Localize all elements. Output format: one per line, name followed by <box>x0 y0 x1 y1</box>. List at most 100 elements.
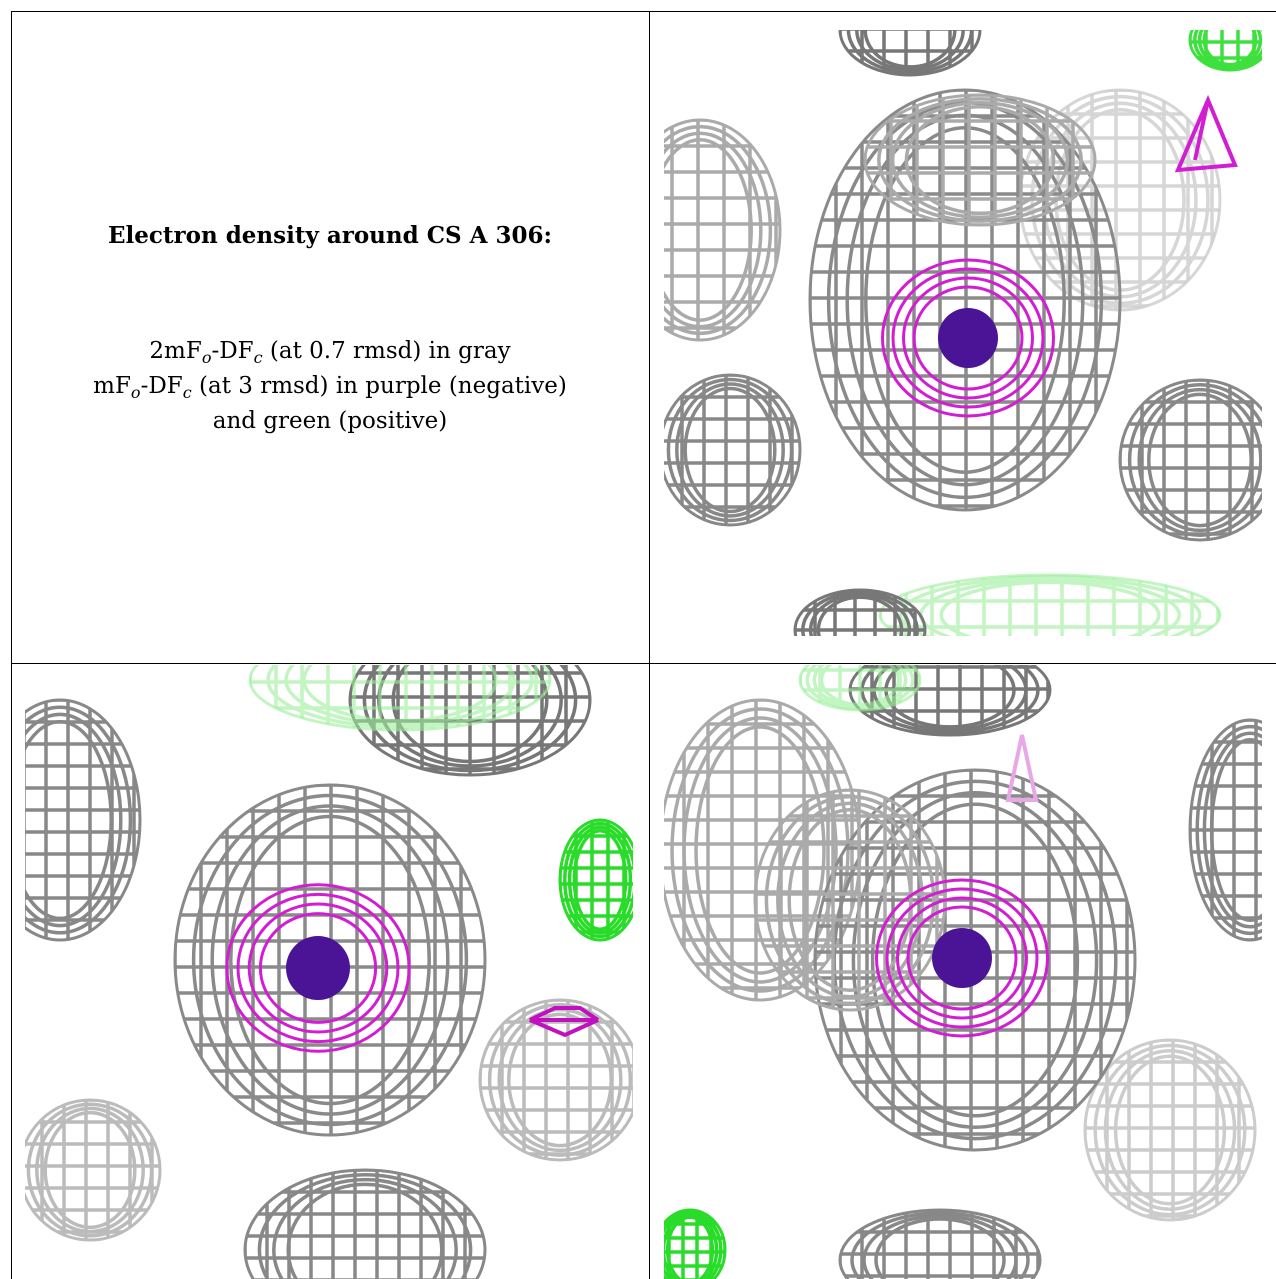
mesh-contour <box>664 124 773 336</box>
mesh-contour <box>284 665 516 726</box>
negative-contour <box>247 902 389 1034</box>
atom-sphere <box>932 928 992 988</box>
mesh-contour <box>1093 1043 1247 1217</box>
mesh-contour <box>1193 30 1262 70</box>
mesh-outline <box>793 588 927 636</box>
subscript: c <box>253 348 263 367</box>
text: -DF <box>211 338 254 364</box>
mesh-contour <box>816 595 904 636</box>
mesh-contour <box>694 725 826 975</box>
mesh-contour <box>683 386 777 514</box>
mesh-contour <box>1127 383 1262 537</box>
mesh-contour <box>812 665 908 709</box>
negative-contour <box>236 892 400 1044</box>
mesh-outline <box>664 698 862 1002</box>
mesh-contour <box>904 104 1056 216</box>
mesh-contour <box>801 590 919 636</box>
mesh-contour <box>1197 30 1262 69</box>
mesh-contour <box>682 716 838 984</box>
mesh-contour <box>1202 30 1258 67</box>
mesh <box>245 1170 485 1279</box>
mesh-outline <box>1188 718 1262 942</box>
mesh-outline <box>1083 1038 1257 1222</box>
atom-sphere <box>286 936 350 1000</box>
difference-peak <box>1174 94 1238 173</box>
mesh-contour <box>664 1210 723 1279</box>
negative-contour <box>906 905 1018 1011</box>
mesh-outline <box>478 998 633 1162</box>
negative-contour <box>891 267 1045 409</box>
negative-contour <box>258 912 378 1024</box>
mesh-contour <box>35 1106 145 1234</box>
mesh-outline <box>1188 30 1262 72</box>
mesh-outline <box>838 30 982 77</box>
negative-contour <box>885 887 1039 1029</box>
caption-title: Electron density around CS A 306: <box>107 222 552 249</box>
mesh <box>664 120 780 340</box>
text: mF <box>93 373 131 399</box>
mesh-contour <box>666 377 794 523</box>
mesh <box>1190 30 1262 70</box>
mesh-contour <box>1113 1054 1227 1206</box>
mesh <box>560 820 633 940</box>
mesh-contour <box>257 1173 473 1279</box>
mesh-contour <box>25 719 113 921</box>
mesh-contour <box>846 30 974 75</box>
text: (at 0.7 rmsd) in gray <box>262 338 511 364</box>
negative-contour <box>225 883 411 1053</box>
mesh-contour <box>487 1003 633 1157</box>
subscript: o <box>130 383 141 402</box>
mesh-contour <box>362 665 578 773</box>
mesh <box>800 665 920 710</box>
mesh-contour <box>665 1215 715 1279</box>
mesh-outline <box>664 373 802 527</box>
rendering-panel <box>25 665 633 1279</box>
legend-line: mFo-DFc (at 3 rmsd) in purple (negative) <box>12 369 648 404</box>
atom-sphere <box>938 308 998 368</box>
mesh-contour <box>1147 392 1253 528</box>
mesh <box>795 590 925 636</box>
negative-contour <box>881 258 1055 418</box>
mesh-contour <box>805 665 915 710</box>
mesh-contour <box>877 97 1083 223</box>
mesh <box>1190 720 1262 940</box>
negative-contour <box>912 285 1024 391</box>
mesh-contour <box>1195 724 1262 936</box>
mesh-contour <box>43 1110 137 1230</box>
mesh-outline <box>808 88 1122 512</box>
mesh-contour <box>1209 738 1262 922</box>
mesh-contour <box>851 791 1099 1129</box>
mesh-contour <box>229 814 431 1106</box>
mesh-contour <box>939 580 1161 636</box>
mesh-contour <box>845 113 1085 487</box>
mesh-contour <box>563 821 633 939</box>
mesh-outline <box>558 818 633 942</box>
mesh-contour <box>664 1213 719 1279</box>
mesh-outline <box>863 93 1097 227</box>
mesh-contour <box>191 793 469 1127</box>
mesh-contour <box>855 30 965 72</box>
mesh-outline <box>243 1168 487 1279</box>
mesh-contour <box>391 665 549 764</box>
mesh-contour <box>1103 1049 1237 1211</box>
rendering-panel <box>664 665 1262 1279</box>
mesh-contour <box>675 382 785 518</box>
mesh-contour <box>25 705 133 935</box>
mesh-contour <box>1202 731 1262 929</box>
text: 2mF <box>149 338 202 364</box>
mesh-contour <box>890 101 1070 219</box>
mesh-contour <box>210 804 450 1116</box>
mesh-outline <box>173 783 487 1137</box>
negative-contour <box>896 896 1028 1020</box>
negative-contour <box>902 276 1034 400</box>
mesh <box>25 700 140 940</box>
mesh-contour <box>266 665 534 729</box>
mesh-contour <box>764 794 936 1006</box>
subscript: c <box>182 383 192 402</box>
text: and green (positive) <box>212 408 448 434</box>
mesh-outline <box>838 1208 1042 1279</box>
difference-peak <box>1005 734 1039 802</box>
mesh-contour <box>507 1012 613 1148</box>
mesh-outline <box>1118 378 1262 542</box>
